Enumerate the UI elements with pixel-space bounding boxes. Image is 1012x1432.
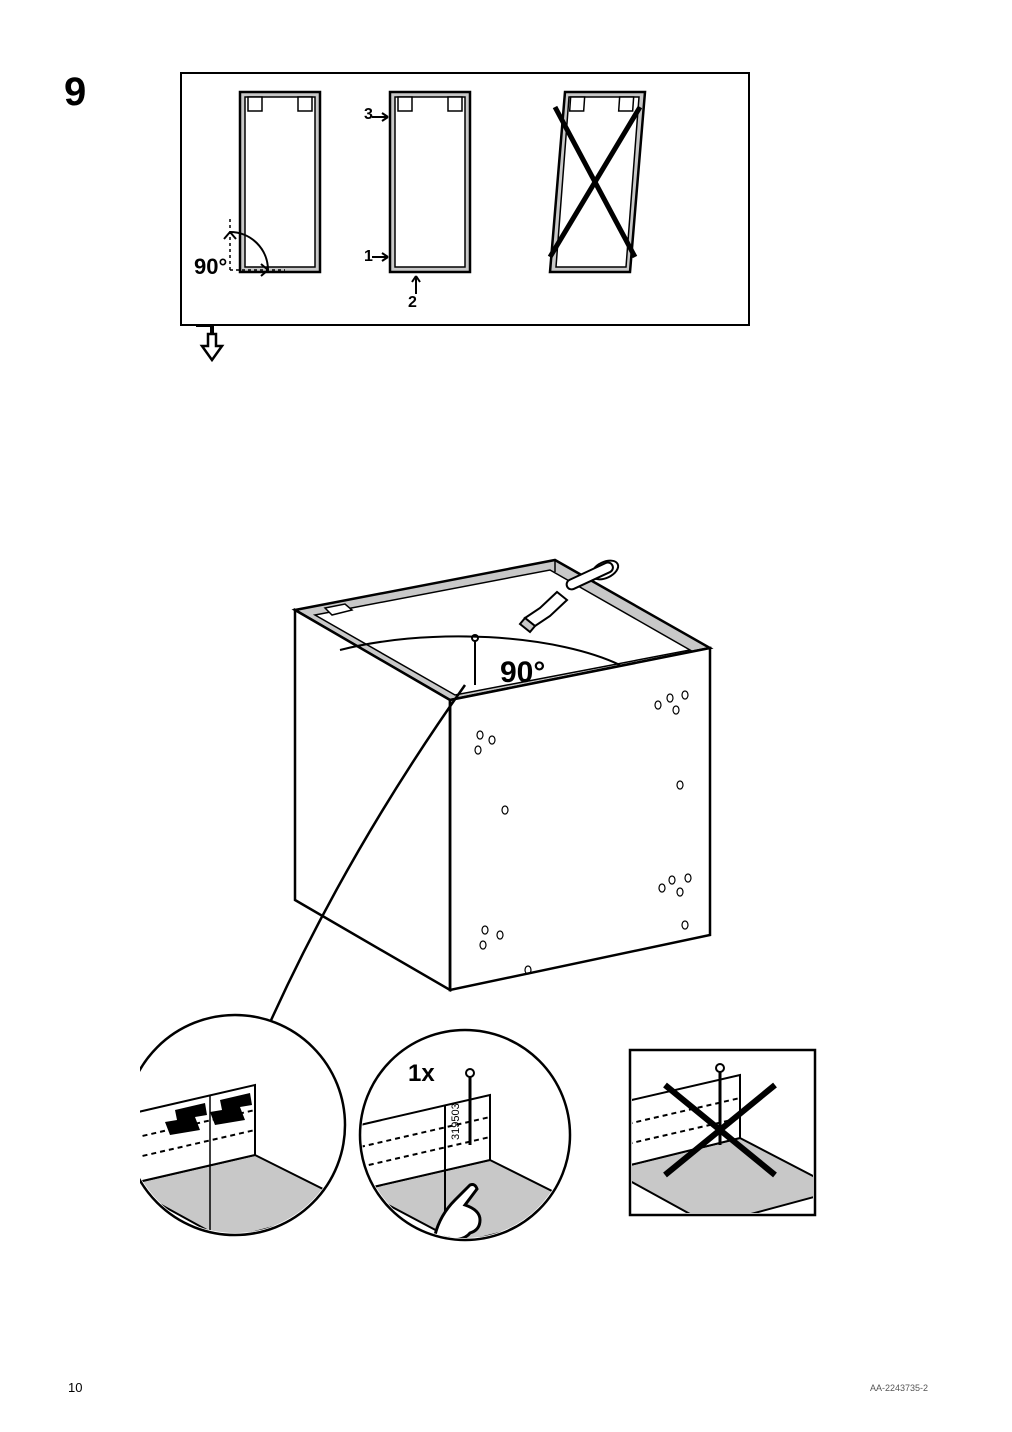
nail-quantity: 1x bbox=[408, 1060, 435, 1088]
down-arrow-icon bbox=[196, 324, 246, 374]
measure-label-1: 1 bbox=[364, 248, 373, 266]
angle-label-90-main: 90° bbox=[500, 656, 545, 690]
step-number: 9 bbox=[64, 70, 86, 115]
angle-label-90-top: 90° bbox=[194, 254, 227, 280]
measure-label-2: 2 bbox=[408, 294, 417, 312]
page-number: 10 bbox=[68, 1380, 82, 1395]
top-panel-diagram bbox=[180, 72, 750, 362]
document-id: AA-2243735-2 bbox=[870, 1383, 928, 1393]
main-assembly-diagram bbox=[140, 540, 840, 1260]
part-number: 319503 bbox=[450, 1103, 462, 1140]
measure-label-3: 3 bbox=[364, 106, 373, 124]
